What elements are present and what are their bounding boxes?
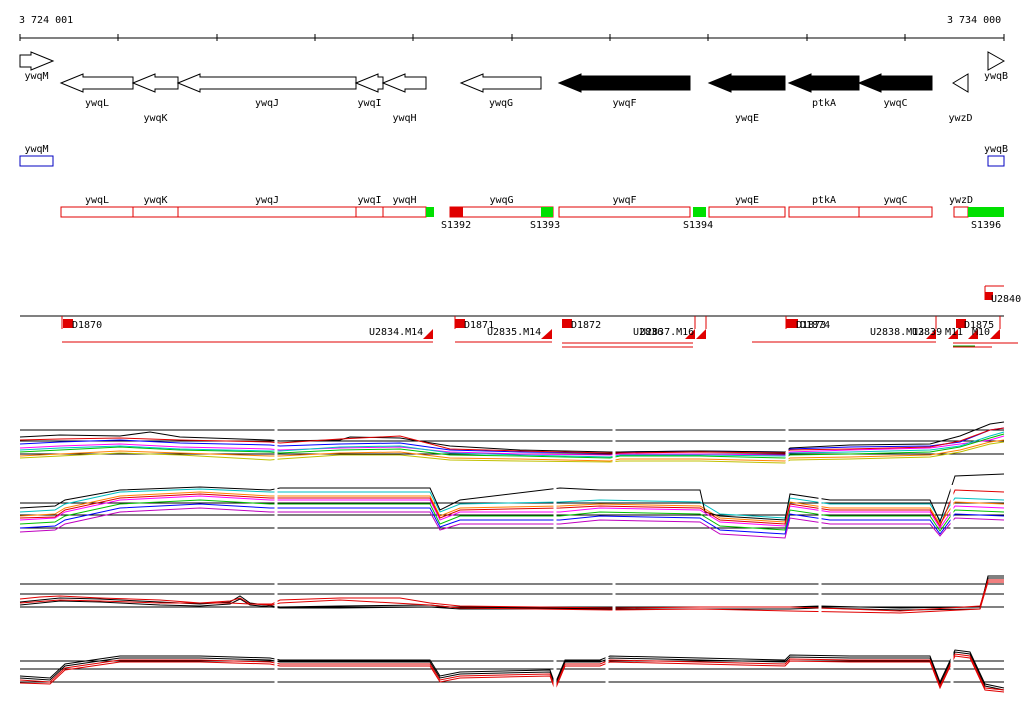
gene-label-ywqL: ywqL [85, 98, 109, 109]
segment-label-D1875: D1875 [964, 320, 994, 331]
transcript-box-ywqJ[interactable] [177, 206, 357, 218]
gene-label-ywqG: ywqG [489, 98, 513, 109]
segment-label-M10: M10 [972, 327, 990, 338]
gene-arrow-ywqC[interactable] [857, 73, 933, 93]
blue-annotation-track: ywqM ywqB [19, 144, 1008, 167]
segment-label-U2835.M14: U2835.M14 [487, 327, 541, 338]
segment-label-U2837.M16: U2837.M16 [640, 327, 694, 338]
segment-label-U2839: U2839 [912, 327, 942, 338]
segment-label-D1873: D1873 [796, 320, 826, 331]
site-label-S1394: S1394 [683, 220, 713, 231]
transcript-label-ywzD: ywzD [949, 195, 973, 206]
gene-label-ptkA: ptkA [812, 98, 836, 109]
gene-arrow-ywqL[interactable] [59, 73, 134, 93]
transcript-box-ywqI[interactable] [355, 206, 384, 218]
transcript-label-ywqC: ywqC [883, 195, 907, 206]
gene-arrow-ywqF[interactable] [557, 73, 691, 93]
site-label-S1392: S1392 [441, 220, 471, 231]
segment-label-U2834.M14: U2834.M14 [369, 327, 423, 338]
segment-label-M11: M11 [945, 327, 963, 338]
segment-label-D1871: D1871 [464, 320, 494, 331]
transcript-label-ptkA: ptkA [812, 195, 836, 206]
blue-box-ywqM[interactable] [19, 155, 54, 167]
transcript-box-ywzD[interactable] [953, 206, 969, 218]
segment-label-U2840: U2840 [991, 294, 1021, 305]
gene-label-ywqE: ywqE [735, 113, 759, 124]
segment-label-U2838.M13: U2838.M13 [870, 327, 924, 338]
gene-arrow-ywqE[interactable] [707, 73, 786, 93]
blue-box-label-ywqB: ywqB [984, 144, 1008, 155]
gene-label-ywqF: ywqF [612, 98, 636, 109]
site-label-S1393: S1393 [530, 220, 560, 231]
expression-panel-3 [19, 575, 1004, 615]
gene-arrow-ywqJ[interactable] [176, 73, 357, 93]
transcript-label-ywqJ: ywqJ [255, 195, 279, 206]
gene-arrow-ywqI[interactable] [354, 73, 384, 93]
segmentation-track [20, 285, 1018, 348]
gene-arrow-ywqM[interactable] [19, 51, 55, 71]
gene-arrow-ywqG[interactable] [459, 73, 542, 93]
red-site-box[interactable] [450, 207, 463, 217]
transcript-label-ywqG: ywqG [489, 195, 513, 206]
blue-box-label-ywqM: ywqM [24, 144, 48, 155]
gene-arrow-ywqB[interactable] [987, 51, 1006, 71]
gene-label-ywqC: ywqC [883, 98, 907, 109]
green-site-box[interactable] [693, 207, 706, 217]
gene-label-ywqB: ywqB [984, 71, 1008, 82]
site-label-S1396: S1396 [971, 220, 1001, 231]
transcript-box-ptkA[interactable] [788, 206, 860, 218]
gene-track: ywqM ywqL ywqK ywqJ ywqI ywqH ywqG ywqF ywqE ptkA… [19, 51, 1008, 124]
transcript-box-ywqG[interactable] [449, 206, 554, 218]
segment-labels: D1870U2834.M14D1871U2835.M14D1872U2836U2… [72, 294, 1021, 338]
gene-arrow-ywqH[interactable] [381, 73, 427, 93]
green-site-box[interactable] [968, 207, 1004, 217]
gene-label-ywqJ: ywqJ [255, 98, 279, 109]
transcript-label-ywqH: ywqH [392, 195, 416, 206]
transcript-box-ywqH[interactable] [382, 206, 427, 218]
transcript-label-ywqF: ywqF [612, 195, 636, 206]
segment-label-D1870: D1870 [72, 320, 102, 331]
end-coordinate: 3 734 000 [947, 15, 1001, 26]
gene-label-ywzD: ywzD [948, 113, 972, 124]
site-label-track: S1392 S1393 S1394 S1396 [441, 220, 1001, 231]
segment-label-D1872: D1872 [571, 320, 601, 331]
segment-label-U2836: U2836 [633, 327, 663, 338]
transcript-label-ywqL: ywqL [85, 195, 109, 206]
transcript-label-ywqE: ywqE [735, 195, 759, 206]
transcript-box-ywqC[interactable] [858, 206, 933, 218]
transcript-box-ywqE[interactable] [708, 206, 786, 218]
green-site-box[interactable] [541, 207, 553, 217]
gene-arrow-ptkA[interactable] [787, 73, 860, 93]
gene-label-ywqI: ywqI [357, 98, 381, 109]
expression-panel-1 [19, 421, 1005, 466]
transcript-track: ywqL ywqK ywqJ ywqI ywqH ywqG ywqF ywqE ptkA ywqC… [60, 195, 1004, 218]
gene-label-ywqM: ywqM [24, 71, 48, 82]
green-site-box[interactable] [426, 207, 434, 217]
segment-label-D1874: D1874 [800, 320, 830, 331]
gene-label-ywqH: ywqH [392, 113, 416, 124]
gene-arrow-ywzD[interactable] [952, 73, 969, 93]
transcript-label-ywqK: ywqK [143, 195, 167, 206]
expression-panel-2 [19, 473, 1005, 542]
start-coordinate: 3 724 001 [19, 15, 73, 26]
blue-box-ywqB[interactable] [987, 155, 1005, 167]
transcript-box-ywqL[interactable] [60, 206, 134, 218]
transcript-box-ywqF[interactable] [558, 206, 691, 218]
transcript-box-ywqK[interactable] [132, 206, 179, 218]
gene-label-ywqK: ywqK [143, 113, 167, 124]
expression-panel-4 [19, 649, 1005, 696]
transcript-label-ywqI: ywqI [357, 195, 381, 206]
coordinate-ruler [19, 34, 1005, 41]
gene-arrow-ywqK[interactable] [131, 73, 179, 93]
